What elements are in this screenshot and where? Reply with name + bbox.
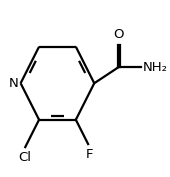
Text: O: O [113,28,123,41]
Text: NH₂: NH₂ [143,61,168,74]
Text: N: N [8,77,18,90]
Text: F: F [86,148,93,161]
Text: Cl: Cl [19,152,32,164]
